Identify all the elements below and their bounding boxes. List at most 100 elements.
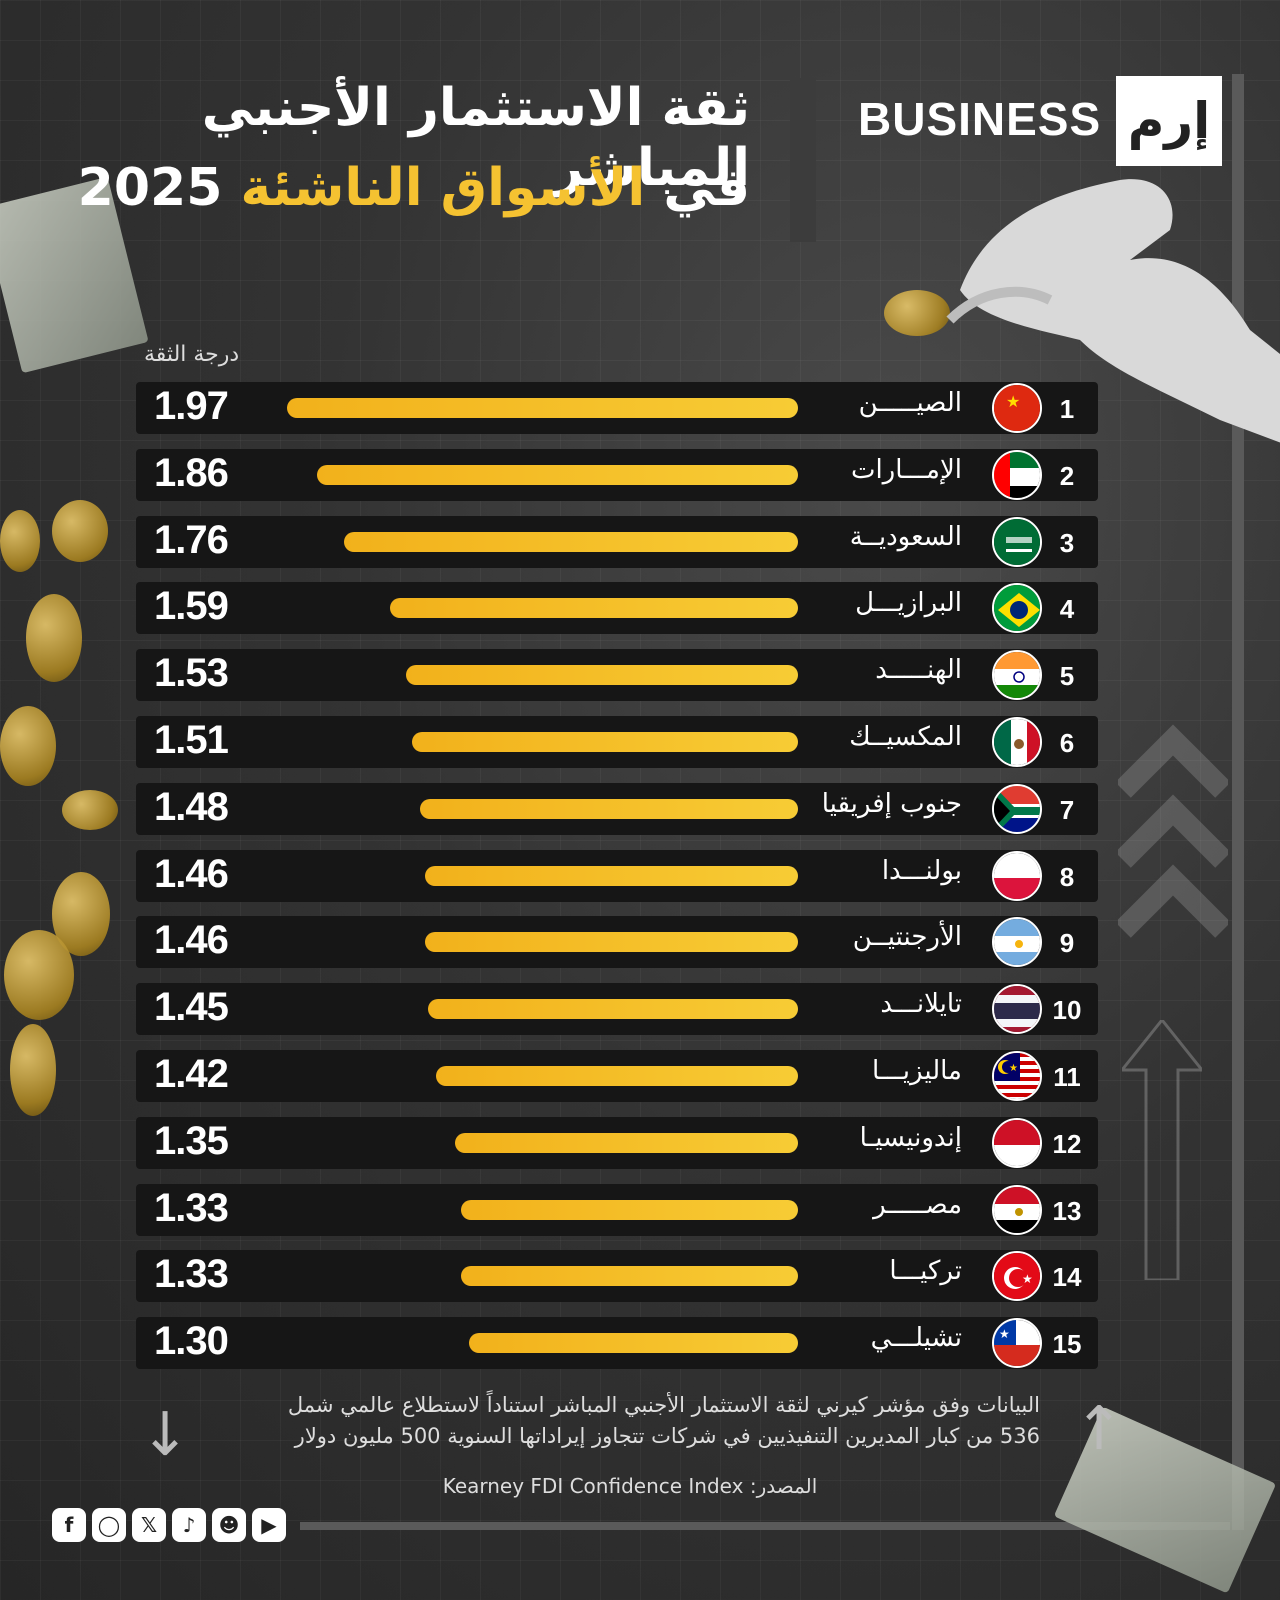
- rank-label: 3: [1059, 527, 1075, 558]
- india-flag-icon: [992, 650, 1042, 701]
- rank-label: 13: [1052, 1195, 1082, 1226]
- bar: [460, 1266, 798, 1287]
- svg-text:★: ★: [1022, 1272, 1033, 1286]
- bar-value-label: 1.76: [154, 517, 229, 562]
- up-arrow-decoration: [1118, 1017, 1206, 1282]
- bar: [344, 531, 798, 552]
- bar: [425, 865, 798, 886]
- south-africa-flag-icon: [992, 783, 1042, 834]
- rank-label: 4: [1059, 594, 1075, 625]
- category-label: الإمـــارات: [850, 454, 962, 485]
- snapchat-icon[interactable]: ☻: [212, 1508, 246, 1542]
- rank-label: 12: [1052, 1128, 1082, 1159]
- frame-right: [1232, 74, 1244, 1530]
- instagram-icon[interactable]: ◯: [92, 1508, 126, 1542]
- bar-value-label: 1.48: [154, 784, 229, 829]
- coin-decoration: [4, 930, 74, 1020]
- bar: [287, 398, 798, 418]
- category-label: المكسيــك: [849, 722, 962, 752]
- youtube-icon[interactable]: ▶: [252, 1508, 286, 1542]
- bar-value-label: 1.30: [154, 1319, 229, 1364]
- uae-flag-icon: [992, 449, 1042, 500]
- page-title-line2: في الأسواق الناشئة 2025: [30, 158, 750, 218]
- social-icons: f ◯ 𝕏 ♪ ☻ ▶: [52, 1508, 286, 1542]
- hand-holding-coin-decoration: [920, 170, 1280, 450]
- chart-row: 1.42 ماليزيـــا ★ 11: [136, 1050, 1098, 1102]
- bar-value-label: 1.51: [154, 718, 229, 762]
- bar: [411, 732, 798, 752]
- rank-label: 11: [1053, 1062, 1081, 1092]
- chart-row: 1.51 المكسيــك 6: [136, 716, 1098, 768]
- chart-row: 1.48 جنوب إفريقيا 7: [136, 782, 1098, 835]
- coin-decoration: [0, 706, 56, 786]
- category-label: السعوديــة: [849, 521, 962, 552]
- svg-text:★: ★: [1009, 1063, 1018, 1074]
- rank-label: 6: [1059, 728, 1075, 758]
- category-label: الأرجنتيــن: [852, 922, 962, 953]
- page-title-line1: ثقة الاستثمار الأجنبي المباشر: [201, 78, 750, 198]
- title-divider: [790, 78, 816, 242]
- chart-row: 1.59 البرازيـــل 4: [136, 582, 1098, 635]
- data-note: البيانات وفق مؤشر كيرني لثقة الاستثمار ا…: [200, 1390, 1040, 1452]
- bar-value-label: 1.86: [154, 450, 229, 495]
- rank-label: 14: [1052, 1262, 1082, 1293]
- tiktok-icon[interactable]: ♪: [172, 1508, 206, 1542]
- rank-label: 2: [1059, 460, 1075, 491]
- brand-name: BUSINESS: [858, 93, 1102, 145]
- egypt-flag-icon: [992, 1184, 1042, 1235]
- bar: [460, 1199, 798, 1220]
- category-label: تشيلـــي: [870, 1323, 962, 1354]
- saudi-flag-icon: [992, 516, 1042, 567]
- category-label: إندونيسيـا: [859, 1122, 962, 1153]
- bar-value-label: 1.46: [154, 851, 229, 896]
- up-arrow-icon: ↑: [1074, 1394, 1125, 1464]
- chart-row: 1.76 السعوديــة 3: [136, 515, 1098, 568]
- category-label: تركيـــا: [889, 1256, 962, 1287]
- rank-label: 1: [1059, 394, 1075, 424]
- rank-label: 15: [1052, 1329, 1082, 1360]
- title-prefix: في: [663, 158, 750, 218]
- bar-value-label: 1.45: [154, 985, 229, 1030]
- bar-value-label: 1.59: [154, 584, 229, 629]
- category-label: بولنـــدا: [881, 855, 962, 886]
- bar: [428, 999, 798, 1020]
- poland-flag-icon: [992, 850, 1042, 901]
- coin-decoration: [884, 290, 950, 336]
- bar-value-label: 1.35: [154, 1118, 229, 1163]
- bar-value-label: 1.33: [154, 1252, 229, 1297]
- data-note-line2: 536 من كبار المديرين التنفيذيين في شركات…: [294, 1424, 1040, 1448]
- bar-value-label: 1.42: [154, 1052, 229, 1096]
- down-arrow-icon: ↓: [140, 1400, 191, 1470]
- turkey-flag-icon: ★: [992, 1251, 1042, 1302]
- mexico-flag-icon: [992, 717, 1042, 767]
- category-label: مصـــــر: [873, 1189, 962, 1220]
- rank-label: 8: [1059, 861, 1075, 892]
- chart-row: 1.35 إندونيسيـا 12: [136, 1116, 1098, 1169]
- bar: [419, 798, 798, 819]
- argentina-flag-icon: [992, 917, 1042, 968]
- chart-row: 1.46 بولنـــدا 8: [136, 849, 1098, 902]
- rank-label: 5: [1059, 661, 1075, 692]
- bar: [316, 464, 798, 485]
- bar: [436, 1066, 798, 1086]
- bar: [468, 1333, 798, 1354]
- bar-value-label: 1.53: [154, 651, 229, 696]
- category-label: جنوب إفريقيا: [821, 788, 962, 819]
- chart-row: 1.45 تايلانـــد 10: [136, 983, 1098, 1036]
- facebook-icon[interactable]: f: [52, 1508, 86, 1542]
- coin-decoration: [62, 790, 118, 830]
- brand-logo: إرم: [1116, 76, 1222, 166]
- title-highlight: الأسواق الناشئة: [240, 158, 646, 218]
- china-flag-icon: ★: [992, 383, 1042, 433]
- coin-decoration: [52, 500, 108, 562]
- x-icon[interactable]: 𝕏: [132, 1508, 166, 1542]
- thailand-flag-icon: [992, 984, 1042, 1035]
- category-label: الصيـــــن: [858, 388, 962, 418]
- indonesia-flag-icon: [992, 1117, 1042, 1168]
- rank-label: 10: [1052, 995, 1082, 1026]
- svg-text:★: ★: [999, 1327, 1010, 1341]
- source-text: Kearney FDI Confidence Index :المصدر: [442, 1474, 818, 1498]
- rank-label: 7: [1059, 794, 1075, 825]
- chart-row: 1.53 الهنـــــد 5: [136, 649, 1098, 702]
- title-year: 2025: [77, 158, 223, 218]
